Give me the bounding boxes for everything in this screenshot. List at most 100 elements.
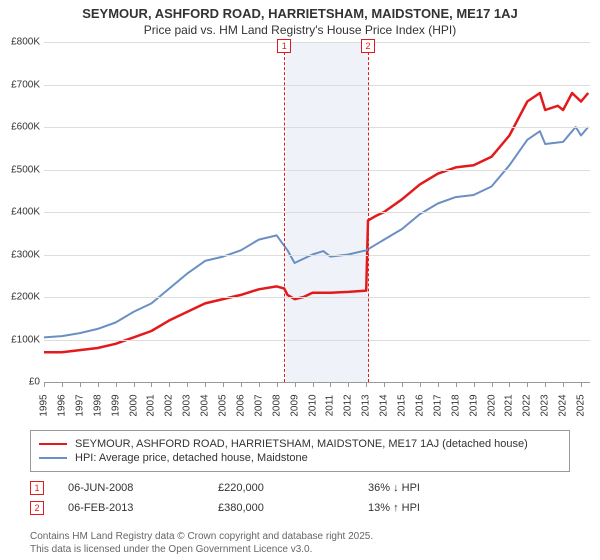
x-tick xyxy=(330,382,331,387)
x-tick xyxy=(313,382,314,387)
x-axis-label: 2019 xyxy=(468,394,479,416)
x-tick xyxy=(438,382,439,387)
x-axis-label: 2009 xyxy=(289,394,300,416)
x-tick xyxy=(205,382,206,387)
marker-line xyxy=(368,42,369,382)
x-tick xyxy=(527,382,528,387)
x-tick xyxy=(492,382,493,387)
legend-label-price: SEYMOUR, ASHFORD ROAD, HARRIETSHAM, MAID… xyxy=(75,438,528,450)
x-tick xyxy=(116,382,117,387)
x-axis-label: 2004 xyxy=(200,394,211,416)
x-axis-label: 2002 xyxy=(164,394,175,416)
series-line-hpi xyxy=(44,127,588,337)
x-axis-label: 2018 xyxy=(450,394,461,416)
legend: SEYMOUR, ASHFORD ROAD, HARRIETSHAM, MAID… xyxy=(30,430,570,472)
event-row: 2 06-FEB-2013£380,00013% ↑ HPI xyxy=(30,498,570,518)
x-axis-label: 2000 xyxy=(128,394,139,416)
x-tick xyxy=(402,382,403,387)
event-hpi: 13% ↑ HPI xyxy=(368,502,570,514)
x-tick xyxy=(62,382,63,387)
y-axis-label: £600K xyxy=(0,122,40,133)
x-axis-label: 1996 xyxy=(56,394,67,416)
legend-swatch-price xyxy=(39,443,67,445)
gridline-h xyxy=(44,42,590,43)
x-tick xyxy=(295,382,296,387)
x-axis-label: 1998 xyxy=(92,394,103,416)
x-tick xyxy=(366,382,367,387)
gridline-h xyxy=(44,340,590,341)
y-axis-label: £400K xyxy=(0,207,40,218)
x-tick xyxy=(563,382,564,387)
x-tick xyxy=(420,382,421,387)
gridline-h xyxy=(44,85,590,86)
x-tick xyxy=(134,382,135,387)
x-tick xyxy=(474,382,475,387)
x-axis-label: 2017 xyxy=(432,394,443,416)
event-date: 06-JUN-2008 xyxy=(68,482,218,494)
event-badge: 1 xyxy=(30,481,44,495)
y-axis-label: £0 xyxy=(0,377,40,388)
marker-badge: 2 xyxy=(361,39,375,53)
x-axis-label: 2025 xyxy=(576,394,587,416)
x-tick xyxy=(581,382,582,387)
x-tick xyxy=(348,382,349,387)
x-tick xyxy=(277,382,278,387)
x-axis-label: 2014 xyxy=(379,394,390,416)
x-axis-label: 2020 xyxy=(486,394,497,416)
event-price: £220,000 xyxy=(218,482,368,494)
x-tick xyxy=(151,382,152,387)
event-row: 1 06-JUN-2008£220,00036% ↓ HPI xyxy=(30,478,570,498)
event-price: £380,000 xyxy=(218,502,368,514)
gridline-h xyxy=(44,170,590,171)
legend-row-price: SEYMOUR, ASHFORD ROAD, HARRIETSHAM, MAID… xyxy=(39,437,561,451)
legend-label-hpi: HPI: Average price, detached house, Maid… xyxy=(75,452,308,464)
event-date: 06-FEB-2013 xyxy=(68,502,218,514)
x-axis-label: 2021 xyxy=(504,394,515,416)
chart-title-1: SEYMOUR, ASHFORD ROAD, HARRIETSHAM, MAID… xyxy=(0,0,600,21)
footer-line-1: Contains HM Land Registry data © Crown c… xyxy=(30,530,373,543)
x-axis-label: 2001 xyxy=(146,394,157,416)
x-tick xyxy=(223,382,224,387)
x-axis-label: 2013 xyxy=(361,394,372,416)
gridline-h xyxy=(44,127,590,128)
gridline-h xyxy=(44,297,590,298)
x-axis-label: 2008 xyxy=(271,394,282,416)
y-axis-label: £700K xyxy=(0,79,40,90)
x-axis-label: 2024 xyxy=(558,394,569,416)
x-tick xyxy=(456,382,457,387)
footer: Contains HM Land Registry data © Crown c… xyxy=(30,530,373,556)
x-tick xyxy=(187,382,188,387)
x-tick xyxy=(44,382,45,387)
plot-region: 12 xyxy=(44,42,590,383)
x-axis-label: 2006 xyxy=(235,394,246,416)
x-tick xyxy=(80,382,81,387)
x-axis-label: 2023 xyxy=(540,394,551,416)
x-axis-label: 2015 xyxy=(397,394,408,416)
x-axis-label: 2010 xyxy=(307,394,318,416)
x-axis-label: 2005 xyxy=(218,394,229,416)
gridline-h xyxy=(44,255,590,256)
event-badge: 2 xyxy=(30,501,44,515)
x-axis-label: 1995 xyxy=(39,394,50,416)
x-axis-label: 2007 xyxy=(253,394,264,416)
gridline-h xyxy=(44,212,590,213)
x-axis-label: 2003 xyxy=(182,394,193,416)
x-tick xyxy=(259,382,260,387)
y-axis-label: £200K xyxy=(0,292,40,303)
y-axis-label: £100K xyxy=(0,334,40,345)
y-axis-label: £800K xyxy=(0,37,40,48)
x-axis-label: 2022 xyxy=(522,394,533,416)
series-line-price_paid xyxy=(44,93,588,352)
x-axis-label: 2011 xyxy=(325,395,336,417)
x-axis-label: 2012 xyxy=(343,394,354,416)
x-tick xyxy=(241,382,242,387)
marker-badge: 1 xyxy=(277,39,291,53)
chart-area: 12 £0£100K£200K£300K£400K£500K£600K£700K… xyxy=(0,42,600,422)
legend-swatch-hpi xyxy=(39,457,67,459)
event-hpi: 36% ↓ HPI xyxy=(368,482,570,494)
x-axis-label: 2016 xyxy=(414,394,425,416)
y-axis-label: £300K xyxy=(0,249,40,260)
y-axis-label: £500K xyxy=(0,164,40,175)
x-axis-label: 1997 xyxy=(74,394,85,416)
x-axis-label: 1999 xyxy=(110,394,121,416)
